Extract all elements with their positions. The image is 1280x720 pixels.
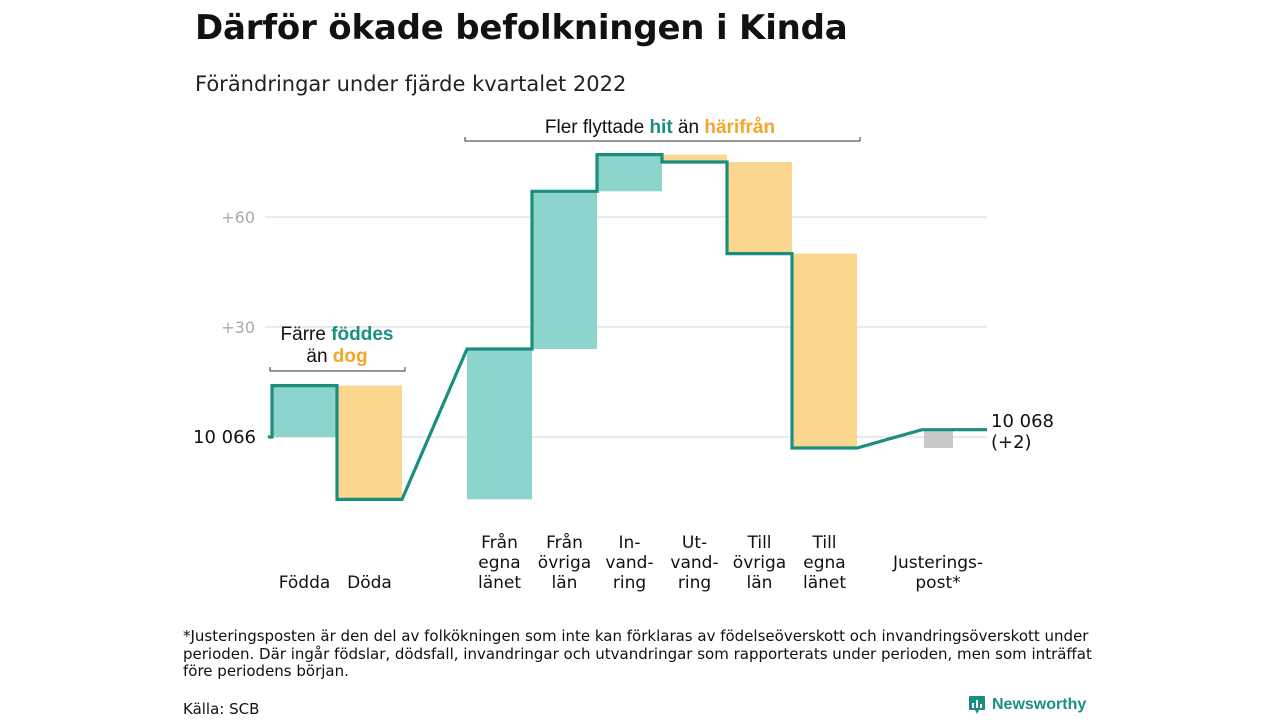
x-category-label: post* (915, 573, 960, 593)
annotation-migration-line1-part: än (673, 117, 705, 138)
bar-3 (467, 348, 532, 500)
chart-title: Därför ökade befolkningen i Kinda (195, 8, 848, 48)
annotation-migration-line1-part: härifrån (704, 117, 775, 138)
brand-logo: Newsworthy (968, 695, 1086, 715)
annotation-births-line2: än dog (306, 346, 367, 367)
annotation-migration-line1: Fler flyttade hit än härifrån (545, 117, 775, 138)
annotation-births-line2-part: än (306, 346, 332, 367)
x-category-label: egna (478, 553, 520, 573)
bar-chart-icon (969, 696, 985, 714)
x-category-label: Från (481, 532, 518, 553)
waterfall-step-line (268, 153, 987, 501)
x-category-label: länet (478, 573, 521, 593)
start-value-label: 10 066 (193, 427, 256, 448)
annotation-births-bracket (269, 367, 406, 372)
annotation-births-line1-part: Färre (281, 324, 332, 345)
x-category-label: länet (803, 573, 846, 593)
bar-2 (337, 385, 402, 500)
annotation-migration-line1-part: hit (649, 117, 673, 138)
x-category-label: Döda (347, 573, 392, 593)
x-category-label: Ut- (682, 533, 707, 553)
brand-name: Newsworthy (992, 696, 1087, 713)
source-note: Källa: SCB (183, 700, 260, 718)
bar-9 (924, 429, 953, 449)
x-category-label: län (552, 573, 578, 593)
chart-subtitle: Förändringar under fjärde kvartalet 2022 (195, 72, 627, 96)
bar-1 (272, 385, 337, 437)
end-change-label: (+2) (991, 432, 1032, 453)
x-category-label: län (747, 573, 773, 593)
annotation-migration-line1-part: Fler flyttade (545, 117, 650, 138)
bar-7 (727, 161, 792, 254)
end-value-label: 10 068 (991, 411, 1054, 432)
bar-4 (532, 191, 597, 349)
x-category-label: ring (678, 573, 711, 593)
x-category-label: Från (546, 532, 583, 553)
bar-5 (597, 154, 662, 192)
annotation-births-line1: Färre föddes (281, 324, 394, 345)
x-category-label: övriga (538, 553, 591, 573)
annotation-migration-bracket (464, 137, 861, 142)
x-category-label: Födda (279, 573, 331, 593)
x-category-label: egna (803, 553, 845, 573)
x-category-label: In- (619, 533, 641, 553)
bar-6 (662, 154, 727, 162)
y-tick-label: +30 (221, 318, 255, 337)
y-tick-label: +60 (221, 208, 255, 227)
footnote: *Justeringsposten är den del av folkökni… (183, 627, 1092, 680)
x-category-label: Justerings- (892, 553, 983, 573)
annotation-births-line2-part: dog (333, 346, 368, 367)
x-category-label: vand- (670, 553, 718, 573)
x-category-label: övriga (733, 553, 786, 573)
x-category-label: vand- (605, 553, 653, 573)
x-category-label: ring (613, 573, 646, 593)
x-category-label: Till (746, 533, 771, 553)
annotation-births-line1-part: föddes (331, 324, 393, 345)
bar-8 (792, 253, 857, 449)
x-category-label: Till (811, 533, 836, 553)
